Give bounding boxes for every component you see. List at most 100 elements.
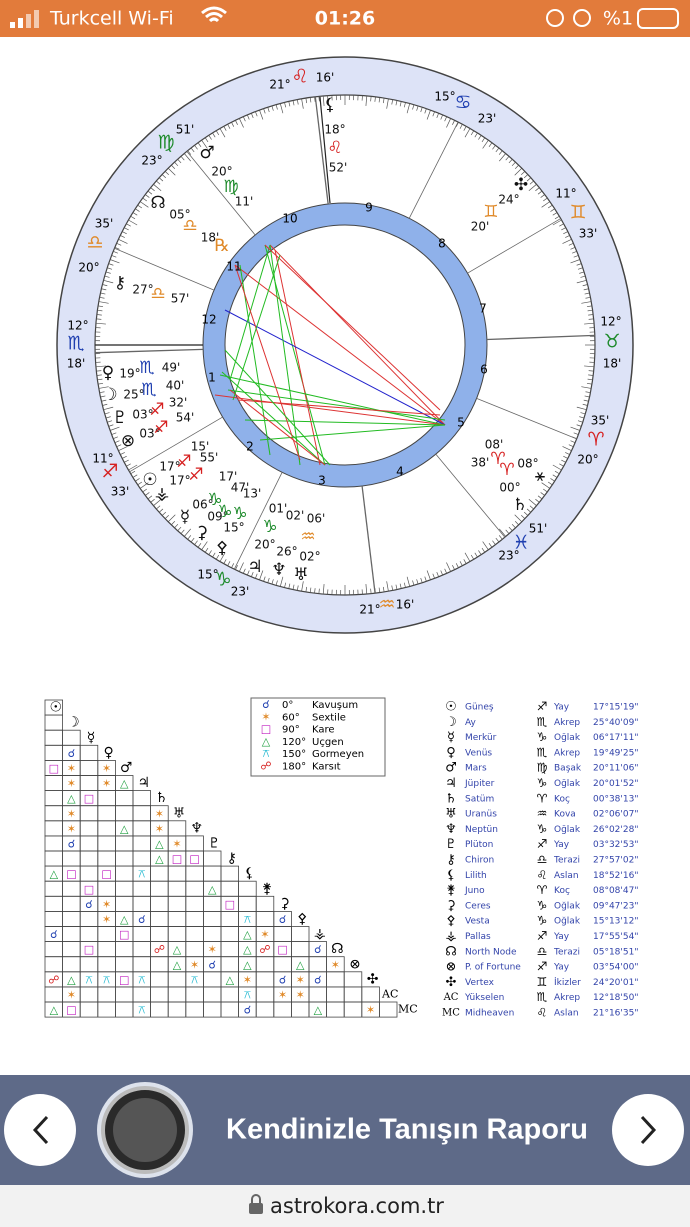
sign-glyph: ♏ — [537, 715, 548, 729]
house-number: 12 — [201, 313, 216, 327]
next-button[interactable] — [612, 1094, 684, 1166]
grid-header: ⚸ — [244, 866, 254, 882]
planet-name: P. of Fortune — [465, 963, 521, 973]
grid-cell — [167, 820, 187, 837]
aspect-symbol: △ — [155, 853, 164, 866]
grid-cell — [202, 926, 222, 943]
degree-tick — [235, 120, 238, 125]
degree-tick — [424, 576, 427, 582]
position: 06°17'11" — [593, 733, 638, 743]
grid-cell — [44, 880, 64, 897]
grid-cell — [255, 956, 275, 973]
degree-tick — [535, 187, 540, 192]
aspect-symbol: ☌ — [138, 913, 145, 926]
grid-cell — [255, 986, 275, 1003]
degree-tick — [403, 102, 406, 108]
cusp-sign: ♑ — [214, 569, 231, 591]
aspect-symbol: ✶ — [155, 822, 164, 835]
aspect-symbol: △ — [120, 822, 129, 835]
degree-tick — [562, 239, 572, 244]
degree-tick — [95, 365, 106, 368]
aspect-symbol: ⚻ — [138, 973, 145, 986]
degree-tick — [570, 440, 576, 444]
degree-tick — [514, 520, 519, 526]
grid-cell — [44, 775, 64, 792]
grid-cell — [79, 911, 99, 927]
degree-tick — [296, 99, 299, 105]
degree-tick — [98, 305, 104, 308]
grid-cell — [273, 956, 292, 973]
degree-tick — [552, 219, 562, 226]
degree-tick — [541, 201, 550, 208]
aspect-symbol: □ — [189, 853, 199, 866]
degree-tick — [365, 584, 368, 595]
degree-tick — [452, 565, 455, 570]
aspect-symbol: □ — [225, 898, 235, 911]
grid-cell — [150, 880, 169, 897]
lock-icon — [546, 9, 564, 27]
planet-glyph: ♆ — [445, 822, 457, 837]
grid-cell — [167, 926, 187, 943]
planet-label: ♎ — [182, 216, 197, 236]
grid-cell — [185, 926, 204, 943]
planet-label: 05° — [169, 208, 190, 222]
prev-button[interactable] — [4, 1094, 76, 1166]
degree-tick — [514, 164, 519, 170]
cusp-minute: 16' — [316, 71, 335, 85]
degree-tick — [568, 242, 574, 246]
degree-tick — [481, 547, 486, 553]
degree-tick — [537, 495, 543, 500]
grid-cell — [238, 880, 257, 897]
planet-label: ♑ — [232, 504, 247, 524]
grid-cell — [79, 744, 99, 761]
degree-tick — [584, 292, 590, 295]
grid-cell — [220, 865, 240, 882]
planet-glyph: AC — [443, 992, 459, 1003]
house-cusp — [314, 96, 329, 205]
degree-tick — [420, 107, 423, 113]
degree-tick — [109, 259, 120, 264]
aspect-symbol: ☍ — [154, 943, 165, 956]
grid-cell — [79, 805, 99, 822]
aspect-symbol: ☌ — [68, 747, 75, 760]
planet-label: 03° — [132, 408, 153, 422]
degree-tick — [552, 474, 558, 478]
cusp-minute: 33' — [111, 485, 130, 499]
planet-glyph: ⚳ — [446, 898, 456, 913]
degree-tick — [528, 184, 537, 191]
position: 00°38'13" — [593, 794, 638, 804]
cusp-sign: ♈ — [587, 429, 604, 451]
degree-tick — [520, 514, 526, 519]
planet-label: ⚸ — [324, 95, 336, 115]
planet-glyph: ☿ — [447, 730, 455, 745]
aspect-symbol: ✶ — [366, 1004, 375, 1017]
degree-tick — [580, 275, 586, 278]
grid-cell — [62, 926, 81, 943]
degree-tick — [164, 171, 170, 176]
degree-tick — [102, 403, 108, 406]
grid-header: ♅ — [173, 805, 186, 821]
degree-tick — [215, 554, 220, 560]
aspect-symbol: ✶ — [102, 762, 111, 775]
degree-tick — [190, 537, 195, 543]
legend-angle: 120° — [282, 737, 306, 748]
legend-name: Sextile — [312, 712, 346, 723]
planet-label: ♅ — [293, 565, 308, 585]
grid-cell — [115, 880, 134, 897]
grid-cell — [290, 941, 310, 958]
degree-tick — [204, 547, 209, 553]
degree-tick — [164, 514, 170, 519]
aspect-symbol: ⚻ — [138, 868, 145, 881]
planet-label: 24° — [498, 193, 519, 207]
aspect-symbol: ✶ — [296, 973, 305, 986]
planet-name: Chiron — [465, 856, 494, 866]
midheaven-line — [319, 96, 331, 204]
grid-cell — [79, 865, 99, 882]
grid-cell — [132, 956, 152, 973]
planet-glyph: ☊ — [445, 944, 457, 959]
degree-tick — [177, 526, 182, 532]
degree-tick — [104, 412, 110, 415]
grid-cell — [220, 986, 240, 1003]
legend-name: Kavuşum — [312, 700, 358, 711]
grid-cell — [62, 850, 81, 867]
